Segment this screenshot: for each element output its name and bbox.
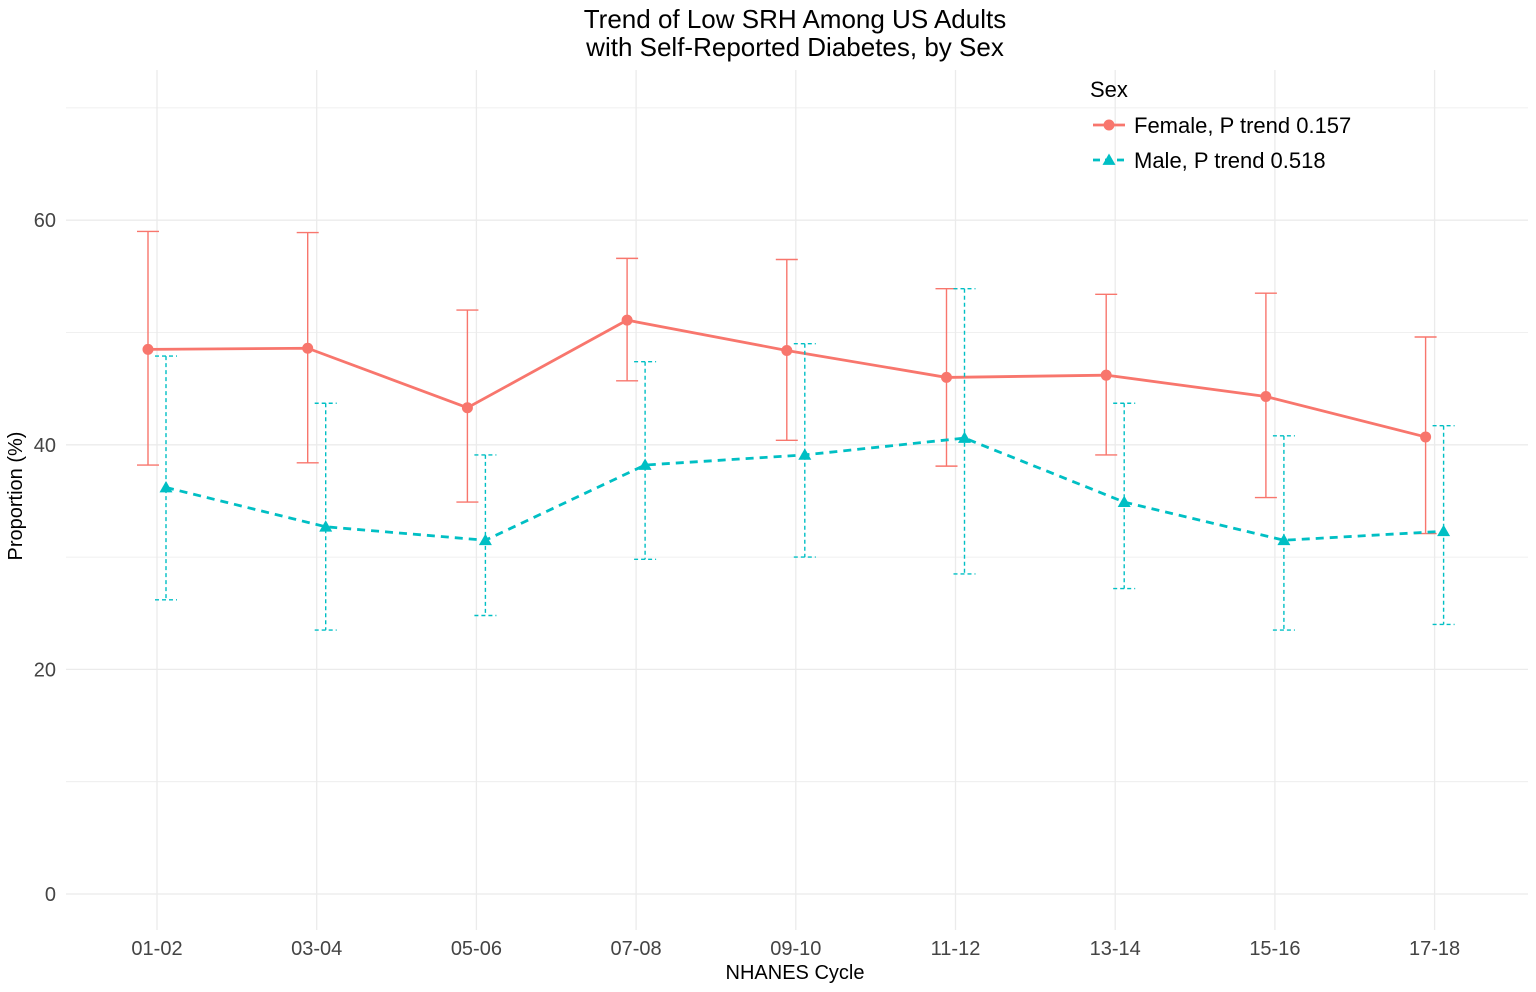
legend-key-marker — [1102, 153, 1116, 165]
data-point — [142, 343, 154, 355]
data-point — [958, 431, 971, 443]
y-tick-label: 0 — [45, 884, 56, 906]
x-tick-label: 05-06 — [451, 938, 502, 960]
legend-key-marker — [1103, 119, 1115, 131]
data-point — [302, 342, 314, 354]
series-female — [137, 230, 1437, 535]
data-point — [319, 520, 333, 532]
data-point — [1437, 524, 1451, 537]
data-point — [1100, 369, 1112, 381]
series-male — [155, 288, 1455, 631]
x-axis-ticks: 01-02 03-04 05-06 07-08 09-10 11-12 13-14 15-16… — [131, 938, 1460, 960]
legend: Sex Female, P trend 0.157 Male, P trend 0… — [1090, 77, 1351, 173]
legend-label: Male, P trend 0.518 — [1134, 148, 1326, 173]
data-point — [1420, 431, 1432, 443]
data-point — [159, 480, 173, 493]
data-point — [621, 314, 633, 326]
data-point — [781, 344, 793, 356]
grid-lines — [66, 70, 1528, 930]
legend-title: Sex — [1090, 77, 1128, 102]
data-point — [1277, 533, 1291, 546]
data-point — [478, 533, 492, 546]
data-point — [1117, 495, 1131, 507]
y-tick-label: 20 — [34, 659, 56, 681]
data-point — [941, 371, 952, 383]
x-tick-label: 11-12 — [931, 938, 981, 960]
chart-series — [137, 230, 1455, 631]
chart-title-line-1: Trend of Low SRH Among US Adults — [584, 4, 1006, 34]
x-tick-label: 13-14 — [1090, 938, 1141, 960]
data-point — [638, 458, 652, 470]
x-axis-title: NHANES Cycle — [726, 962, 865, 984]
error-bar — [1272, 435, 1295, 631]
error-bar — [314, 402, 337, 631]
y-tick-label: 40 — [34, 435, 56, 457]
x-tick-label: 07-08 — [611, 938, 662, 960]
x-tick-label: 17-18 — [1409, 938, 1460, 960]
legend-label: Female, P trend 0.157 — [1134, 113, 1351, 138]
y-tick-label: 60 — [34, 210, 56, 232]
y-axis-ticks: 0 20 40 60 — [34, 210, 56, 906]
legend-item: Female, P trend 0.157 — [1093, 113, 1351, 138]
x-tick-label: 03-04 — [291, 938, 342, 960]
data-point — [1260, 391, 1272, 403]
data-point — [461, 402, 473, 414]
y-axis-title: Proportion (%) — [5, 432, 27, 561]
legend-item: Male, P trend 0.518 — [1093, 148, 1326, 173]
x-tick-label: 01-02 — [131, 938, 182, 960]
data-point — [798, 448, 812, 460]
x-tick-label: 09-10 — [770, 938, 821, 960]
error-bar — [953, 288, 976, 575]
chart-title-line-2: with Self-Reported Diabetes, by Sex — [585, 32, 1004, 62]
error-bar — [155, 355, 177, 601]
x-tick-label: 15-16 — [1249, 938, 1300, 960]
